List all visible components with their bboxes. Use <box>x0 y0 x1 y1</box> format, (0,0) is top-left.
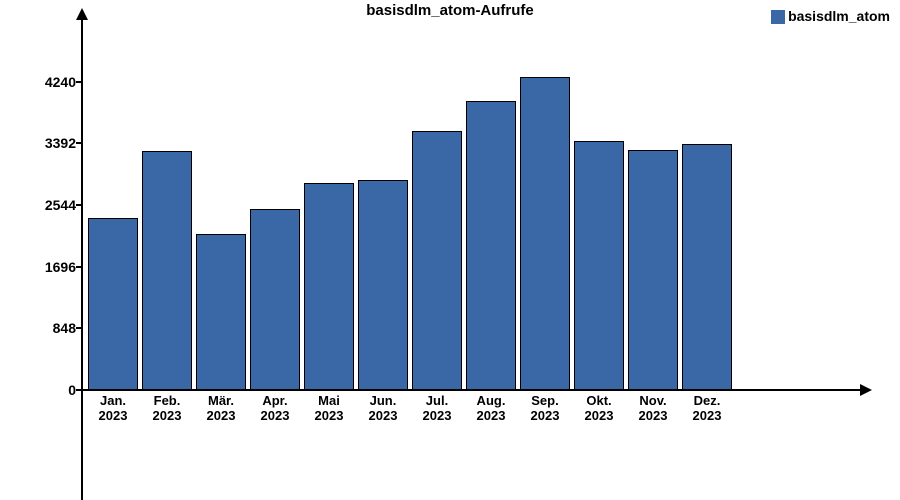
x-tick-label-line1: Jul. <box>426 393 448 408</box>
x-tick-label-line2: 2023 <box>315 408 344 423</box>
x-tick-label: Jul.2023 <box>423 390 452 424</box>
bar <box>196 234 246 390</box>
x-tick-label: Mai2023 <box>315 390 344 424</box>
x-tick-label-line1: Dez. <box>694 393 721 408</box>
bar <box>250 209 300 390</box>
x-tick-label-line2: 2023 <box>261 408 290 423</box>
x-tick-label: Dez.2023 <box>693 390 722 424</box>
x-tick-label-line1: Sep. <box>531 393 558 408</box>
bar <box>466 101 516 390</box>
y-axis-arrow-icon <box>76 8 88 20</box>
x-tick-label-line1: Mär. <box>208 393 234 408</box>
x-tick-label: Nov.2023 <box>639 390 668 424</box>
x-tick-label-line2: 2023 <box>585 408 614 423</box>
x-tick-label: Sep.2023 <box>531 390 560 424</box>
x-axis-arrow-icon <box>860 384 872 396</box>
x-tick-label-line2: 2023 <box>693 408 722 423</box>
x-tick-label-line1: Okt. <box>586 393 611 408</box>
x-tick-label-line1: Nov. <box>639 393 666 408</box>
x-tick-label: Aug.2023 <box>477 390 506 424</box>
legend: basisdlm_atom <box>771 8 890 24</box>
x-tick-label: Okt.2023 <box>585 390 614 424</box>
bar <box>142 151 192 390</box>
bar <box>628 150 678 390</box>
bar <box>574 141 624 390</box>
x-tick-label-line2: 2023 <box>99 408 128 423</box>
x-tick-label-line1: Feb. <box>154 393 181 408</box>
x-tick-label: Jun.2023 <box>369 390 398 424</box>
x-tick-label-line1: Jan. <box>100 393 126 408</box>
x-tick-label-line1: Mai <box>318 393 340 408</box>
x-tick-label: Jan.2023 <box>99 390 128 424</box>
chart-container: basisdlm_atom-Aufrufe basisdlm_atom 0848… <box>0 0 900 500</box>
x-tick-label-line2: 2023 <box>423 408 452 423</box>
x-tick-label-line1: Jun. <box>370 393 397 408</box>
legend-swatch <box>771 10 785 24</box>
bars-group: Jan.2023Feb.2023Mär.2023Apr.2023Mai2023J… <box>82 20 750 390</box>
bar <box>412 131 462 390</box>
x-tick-label-line2: 2023 <box>207 408 236 423</box>
x-tick-label-line1: Aug. <box>477 393 506 408</box>
bar <box>682 144 732 390</box>
x-tick-label: Apr.2023 <box>261 390 290 424</box>
x-tick-label-line1: Apr. <box>262 393 287 408</box>
x-tick-label: Feb.2023 <box>153 390 182 424</box>
x-tick-label-line2: 2023 <box>531 408 560 423</box>
x-tick-label: Mär.2023 <box>207 390 236 424</box>
bar <box>304 183 354 390</box>
bar <box>88 218 138 390</box>
x-tick-label-line2: 2023 <box>369 408 398 423</box>
chart-title: basisdlm_atom-Aufrufe <box>0 2 900 19</box>
bar <box>520 77 570 390</box>
legend-label: basisdlm_atom <box>788 8 890 24</box>
bar <box>358 180 408 390</box>
x-tick-label-line2: 2023 <box>477 408 506 423</box>
plot-area: 08481696254433924240 Jan.2023Feb.2023Mär… <box>82 20 750 390</box>
x-tick-label-line2: 2023 <box>153 408 182 423</box>
x-tick-label-line2: 2023 <box>639 408 668 423</box>
